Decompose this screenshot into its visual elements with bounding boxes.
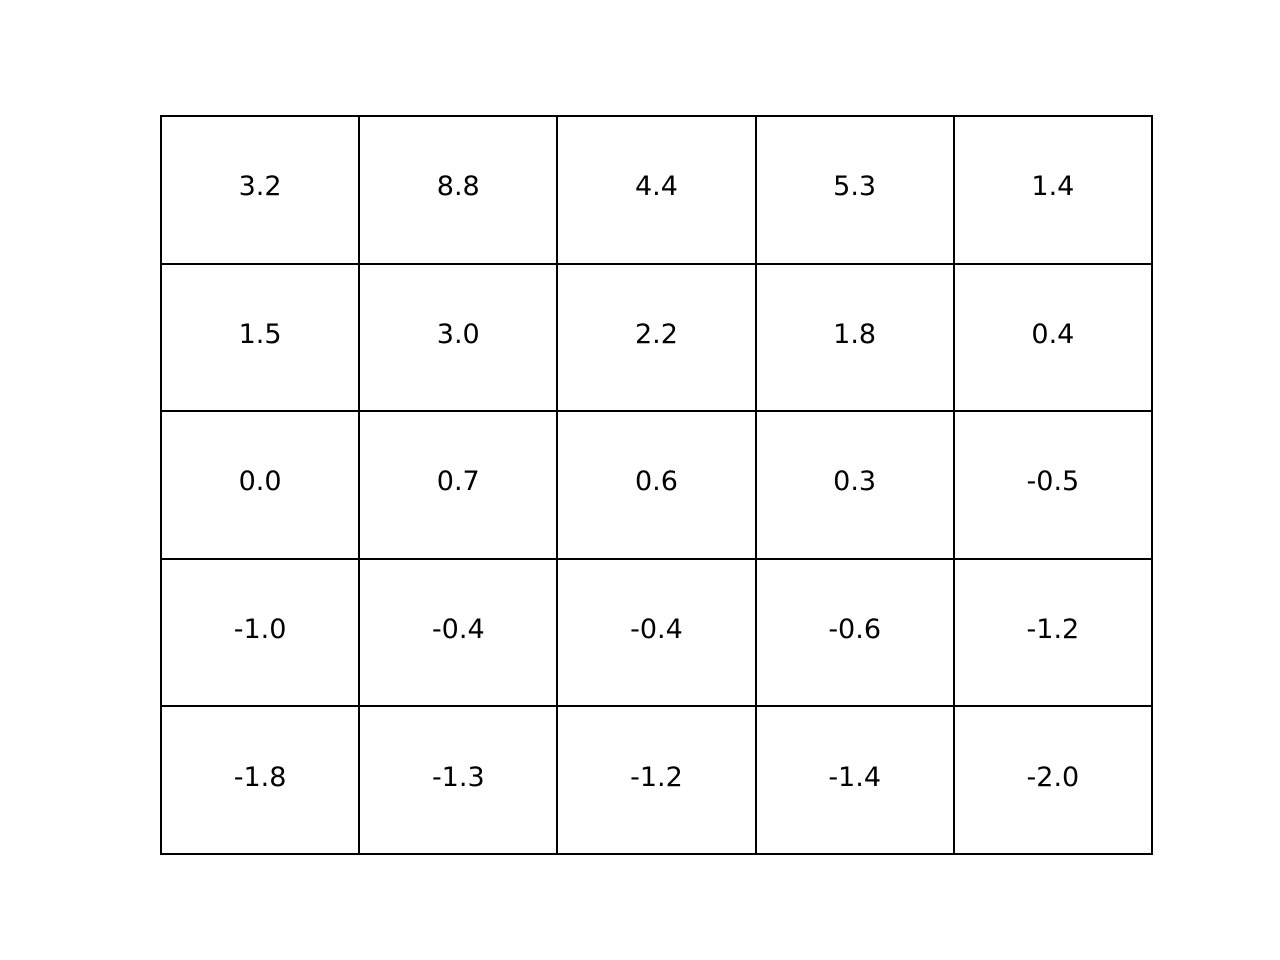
table-cell: -2.0 [952,705,1154,855]
table-cell: 0.6 [556,410,757,560]
table-cell: -1.0 [159,557,361,708]
table-row: 1.5 3.0 2.2 1.8 0.4 [159,262,1154,413]
table-row: -1.0 -0.4 -0.4 -0.6 -1.2 [159,557,1154,708]
table-cell: 0.3 [754,410,955,560]
table-cell: 0.4 [952,262,1154,413]
table-cell: -1.2 [952,557,1154,708]
table-cell: -1.3 [358,705,559,855]
table-cell: 3.2 [159,115,361,265]
table-cell: -1.8 [159,705,361,855]
table-cell: -0.4 [358,557,559,708]
table-cell: -0.5 [952,410,1154,560]
table-cell: 8.8 [358,115,559,265]
table-row: 3.2 8.8 4.4 5.3 1.4 [159,115,1154,265]
table-cell: 2.2 [556,262,757,413]
table-cell: 3.0 [358,262,559,413]
table-row: -1.8 -1.3 -1.2 -1.4 -2.0 [159,705,1154,855]
table-cell: -1.2 [556,705,757,855]
table-cell: 1.5 [159,262,361,413]
table-cell: -0.6 [754,557,955,708]
value-table: 3.2 8.8 4.4 5.3 1.4 1.5 3.0 2.2 1.8 0.4 … [159,115,1154,855]
table-cell: 5.3 [754,115,955,265]
table-cell: 0.0 [159,410,361,560]
table-cell: -0.4 [556,557,757,708]
table-row: 0.0 0.7 0.6 0.3 -0.5 [159,410,1154,560]
table-cell: 4.4 [556,115,757,265]
table-cell: -1.4 [754,705,955,855]
table-cell: 1.4 [952,115,1154,265]
value-table-container: 3.2 8.8 4.4 5.3 1.4 1.5 3.0 2.2 1.8 0.4 … [159,115,1154,855]
table-cell: 0.7 [358,410,559,560]
table-cell: 1.8 [754,262,955,413]
